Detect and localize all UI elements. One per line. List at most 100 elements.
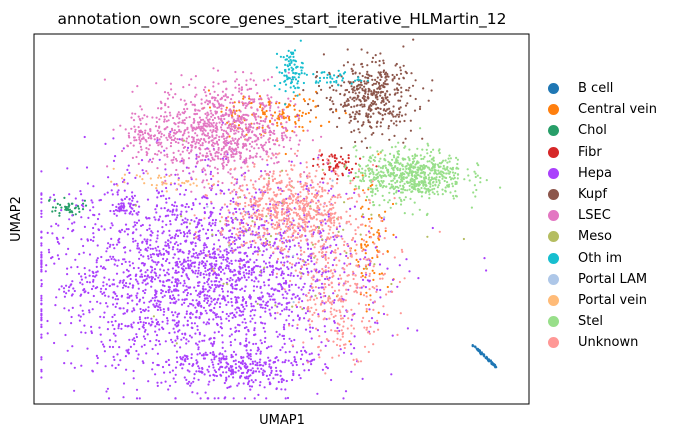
point-lsec [287, 71, 290, 74]
point-oth-im [302, 81, 305, 85]
point-lsec [131, 156, 134, 159]
point-hepa [118, 210, 121, 213]
point-hepa [196, 302, 199, 306]
point-hepa [66, 273, 69, 276]
point-hepa [218, 305, 221, 309]
point-hepa [187, 278, 190, 281]
point-hepa [138, 318, 142, 321]
point-lsec [235, 150, 238, 153]
point-lsec [240, 88, 244, 91]
point-hepa [135, 333, 138, 336]
point-hepa [114, 155, 117, 158]
point-central-vein [386, 285, 389, 289]
point-kupf [328, 71, 331, 74]
point-hepa [128, 260, 131, 263]
point-hepa [249, 310, 252, 313]
point-hepa [167, 242, 170, 246]
point-lsec [163, 128, 166, 131]
point-kupf [386, 90, 389, 93]
point-lsec [225, 88, 228, 91]
point-hepa [287, 314, 290, 317]
point-hepa [281, 346, 284, 349]
point-hepa [280, 274, 283, 277]
point-portal-vein [195, 178, 198, 181]
point-lsec [152, 135, 156, 138]
point-hepa [137, 321, 140, 324]
point-hepa [105, 259, 108, 262]
point-lsec [247, 128, 250, 131]
point-hepa [142, 326, 145, 329]
point-hepa [110, 222, 113, 225]
point-hepa [188, 370, 191, 373]
point-hepa [229, 291, 233, 294]
point-hepa [231, 232, 234, 235]
point-central-vein [278, 101, 281, 105]
point-fibr [328, 166, 331, 169]
point-hepa [40, 260, 43, 263]
point-kupf [345, 88, 349, 92]
point-hepa [161, 296, 164, 299]
point-hepa [296, 274, 299, 277]
point-hepa [154, 373, 157, 376]
point-hepa [201, 339, 204, 342]
point-lsec [205, 94, 208, 97]
point-meso [251, 220, 254, 223]
point-kupf [366, 70, 369, 73]
point-hepa [208, 223, 211, 226]
point-hepa [132, 267, 135, 270]
point-lsec [267, 138, 270, 141]
point-hepa [206, 321, 209, 324]
point-hepa [212, 206, 215, 210]
point-hepa [142, 172, 145, 175]
point-hepa [196, 343, 199, 346]
point-hepa [266, 163, 269, 166]
point-central-vein [365, 240, 368, 243]
point-hepa [196, 325, 199, 328]
point-fibr [333, 154, 337, 157]
point-hepa [250, 385, 254, 388]
point-hepa [206, 368, 209, 371]
point-central-vein [362, 267, 365, 270]
point-kupf [375, 93, 378, 96]
point-meso [321, 168, 324, 171]
point-hepa [227, 301, 230, 304]
point-lsec [176, 113, 179, 116]
point-kupf [393, 88, 396, 91]
point-hepa [252, 285, 256, 288]
point-hepa [207, 383, 210, 386]
point-central-vein [276, 124, 279, 127]
point-hepa [162, 248, 165, 251]
point-lsec [164, 111, 167, 114]
point-hepa [205, 273, 208, 276]
point-hepa [167, 307, 170, 310]
point-kupf [350, 115, 353, 118]
point-stel [395, 202, 398, 205]
point-hepa [239, 234, 242, 237]
point-lsec [263, 105, 266, 108]
point-portal-lam [228, 245, 231, 248]
point-hepa [244, 377, 248, 380]
point-hepa [236, 384, 239, 387]
point-lsec [209, 92, 212, 95]
point-lsec [269, 106, 272, 109]
point-hepa [202, 357, 205, 360]
point-central-vein [273, 111, 277, 114]
point-kupf [374, 82, 377, 85]
point-kupf [356, 94, 359, 97]
point-hepa [204, 254, 207, 257]
point-lsec [269, 133, 272, 137]
point-lsec [139, 105, 142, 108]
point-hepa [225, 253, 228, 256]
point-hepa [81, 283, 84, 286]
point-kupf [430, 89, 433, 92]
point-hepa [262, 364, 265, 367]
point-oth-im [285, 58, 288, 61]
point-hepa [281, 287, 284, 290]
point-hepa [96, 257, 99, 260]
point-hepa [147, 309, 150, 312]
point-hepa [263, 361, 266, 364]
point-oth-im [287, 76, 290, 79]
point-hepa [185, 166, 188, 169]
point-hepa [257, 346, 260, 349]
point-hepa [267, 284, 270, 287]
